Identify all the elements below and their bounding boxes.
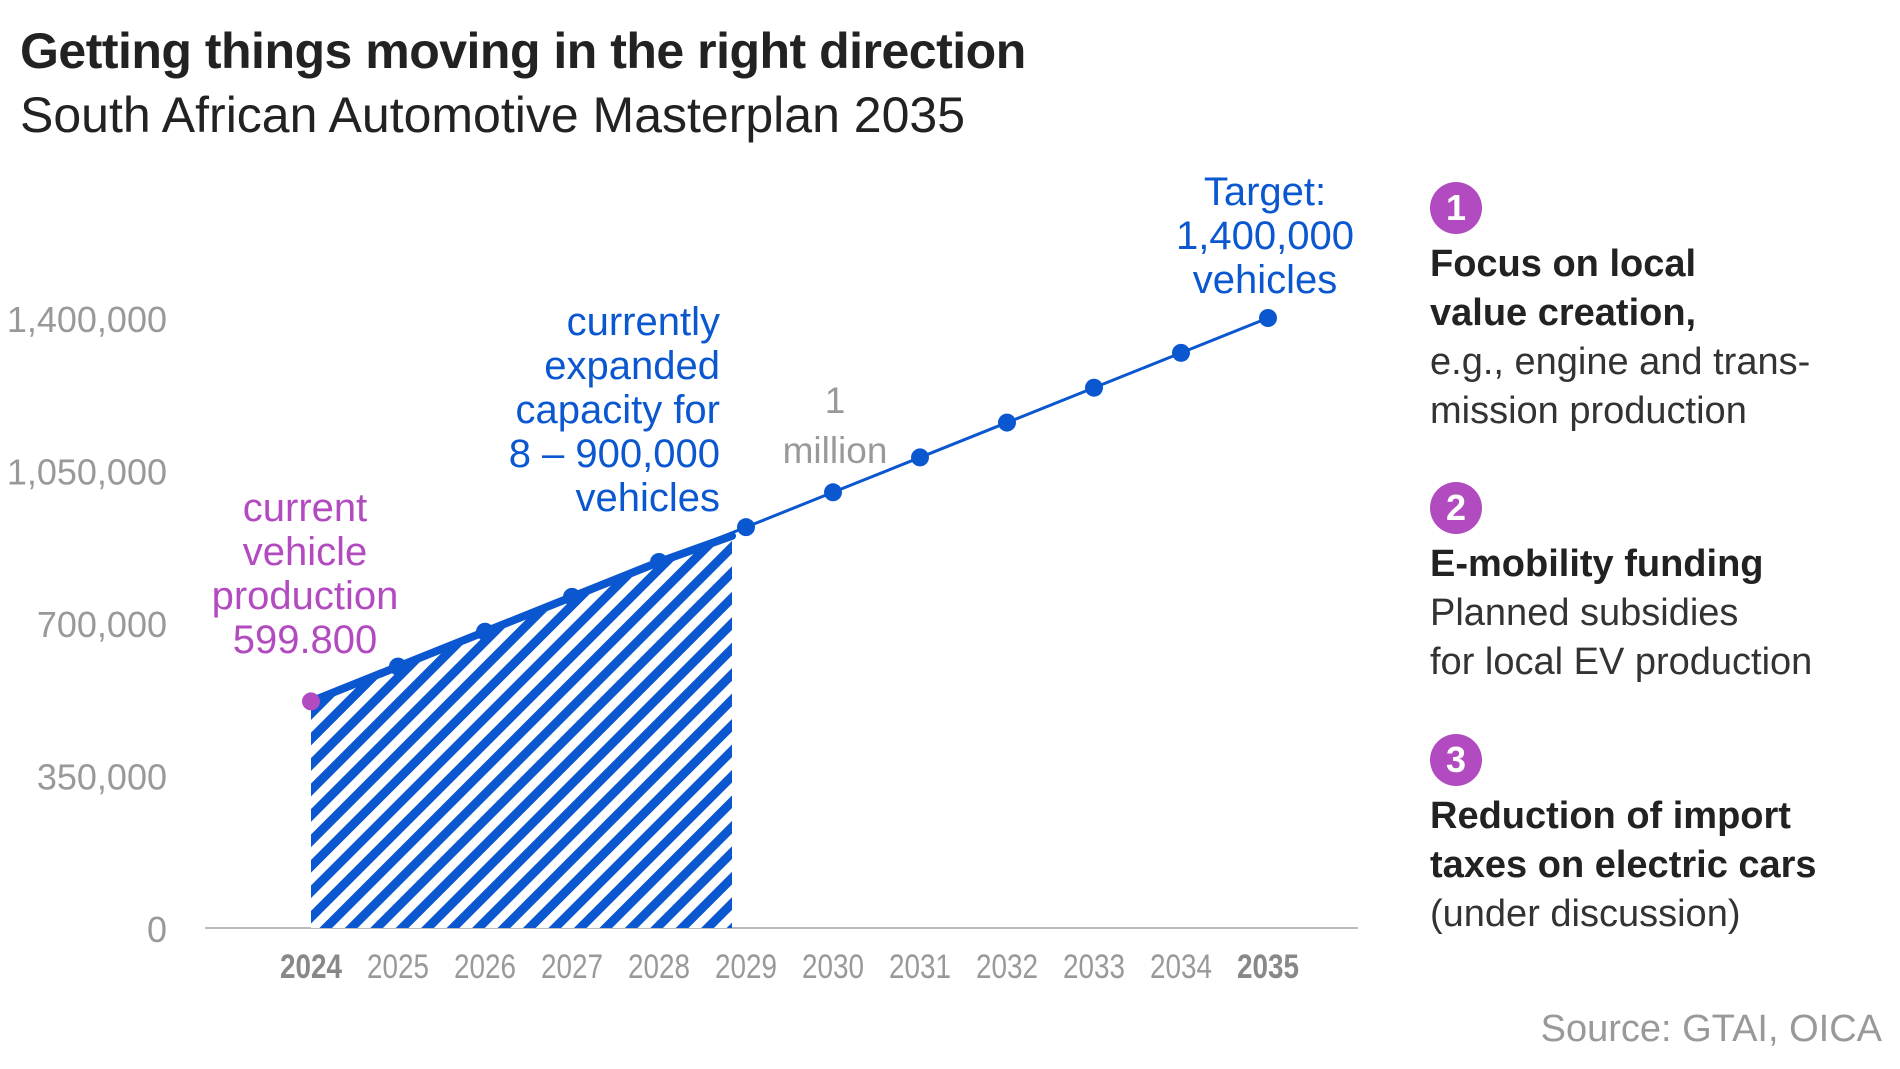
measure-heading: value creation,	[1430, 292, 1697, 334]
data-point	[650, 553, 668, 571]
y-tick-label: 1,400,000	[7, 299, 167, 340]
data-point	[563, 587, 581, 606]
annotation-line: current	[242, 486, 368, 530]
x-tick-label: 2031	[889, 947, 951, 985]
annotation-line: vehicles	[1192, 258, 1338, 302]
x-tick-label: 2026	[454, 947, 516, 985]
chart: 0 350,000 700,000 1,050,000 1,400,000 2024 20…	[7, 299, 1358, 986]
data-point	[1085, 378, 1103, 397]
annotation-line: 1,400,000	[1176, 214, 1354, 258]
annotation-line: 599.800	[232, 618, 378, 662]
y-tick-label: 1,050,000	[7, 452, 167, 493]
measure-heading: Focus on local	[1430, 243, 1697, 285]
data-point	[302, 692, 320, 711]
x-tick-label: 2024	[280, 947, 343, 985]
y-tick-label: 0	[147, 909, 167, 950]
source-note: Source: GTAI, OICA	[1540, 1008, 1882, 1050]
annotation-line: 1	[824, 380, 846, 421]
data-point	[1172, 343, 1190, 362]
data-point	[911, 448, 929, 467]
annotation-line: million	[782, 430, 888, 471]
x-tick-label: 2028	[628, 947, 690, 985]
y-tick-label: 350,000	[37, 757, 167, 798]
series-line	[310, 316, 1269, 703]
measure-text: (under discussion)	[1430, 893, 1741, 935]
data-point	[998, 413, 1016, 432]
annotation-line: capacity for	[515, 388, 720, 432]
page-subtitle: South African Automotive Masterplan 2035	[20, 87, 966, 143]
measure-item-1: 1 Focus on local value creation, e.g., e…	[1430, 182, 1890, 436]
measure-item-2: 2 E-mobility funding Planned subsidies f…	[1430, 482, 1890, 687]
data-point	[476, 622, 494, 641]
x-tick-label: 2032	[976, 947, 1038, 985]
annotation-line: 8 – 900,000	[508, 432, 720, 476]
x-tick-label: 2027	[541, 947, 603, 985]
data-point	[389, 657, 407, 676]
data-point	[737, 518, 755, 537]
x-tick-label: 2034	[1150, 947, 1212, 985]
y-tick-label: 700,000	[37, 604, 167, 645]
annotation-line: vehicle	[242, 530, 368, 574]
measure-text: mission production	[1430, 390, 1747, 432]
annotation-current-production: current vehicle production 599.800	[200, 486, 410, 662]
x-tick-label: 2025	[367, 947, 429, 985]
annotation-line: Target:	[1203, 170, 1327, 214]
measure-heading: Reduction of import	[1430, 795, 1791, 837]
measure-item-3: 3 Reduction of import taxes on electric …	[1430, 734, 1890, 939]
x-tick-label: 2035	[1237, 947, 1299, 985]
page-title: Getting things moving in the right direc…	[20, 23, 1026, 79]
number-badge: 1	[1430, 182, 1482, 234]
annotation-expanded-capacity: currently expanded capacity for 8 – 900,…	[450, 300, 720, 520]
annotation-million: 1 million	[770, 376, 900, 476]
number-badge: 2	[1430, 482, 1482, 534]
data-point	[1259, 309, 1277, 327]
capacity-area	[311, 535, 732, 928]
annotation-line: vehicles	[575, 476, 720, 520]
annotation-target: Target: 1,400,000 vehicles	[1160, 170, 1370, 302]
data-point	[824, 483, 842, 502]
measure-text: Planned subsidies	[1430, 592, 1739, 634]
measure-heading: taxes on electric cars	[1430, 844, 1817, 886]
measure-heading: E-mobility funding	[1430, 543, 1764, 585]
x-tick-label: 2029	[715, 947, 777, 985]
x-tick-label: 2030	[802, 947, 864, 985]
x-tick-label: 2033	[1063, 947, 1125, 985]
number-badge: 3	[1430, 734, 1482, 786]
annotation-line: production	[211, 574, 399, 618]
annotation-line: expanded	[544, 344, 720, 388]
annotation-line: currently	[566, 300, 720, 344]
measure-text: for local EV production	[1430, 641, 1813, 683]
measure-text: e.g., engine and trans-	[1430, 341, 1811, 383]
